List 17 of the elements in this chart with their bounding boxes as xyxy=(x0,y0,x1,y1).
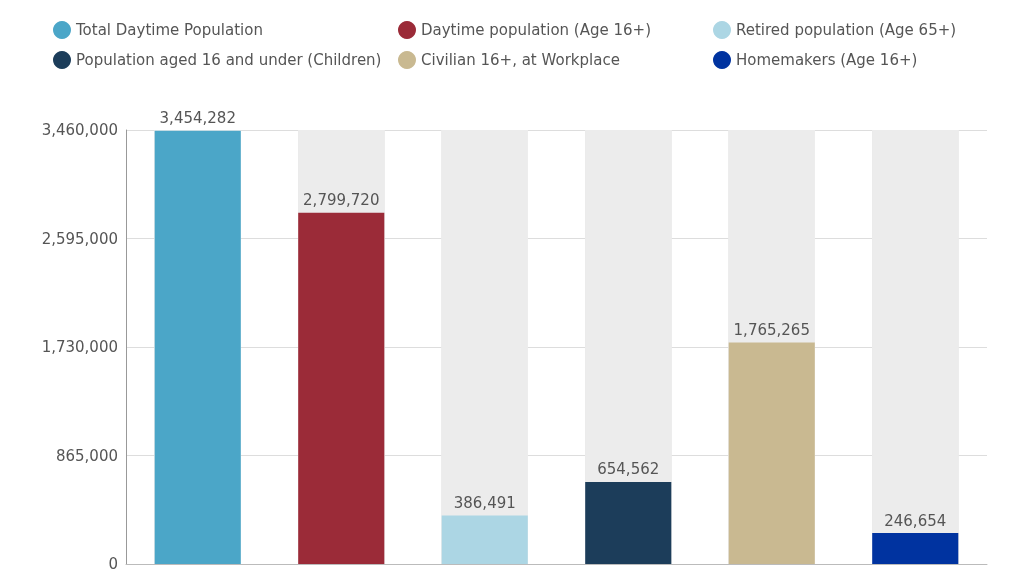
y-tick-label: 3,460,000 xyxy=(41,121,118,139)
y-tick-label: 0 xyxy=(108,555,118,573)
legend-label: Civilian 16+, at Workplace xyxy=(421,51,620,69)
legend-label: Retired population (Age 65+) xyxy=(736,21,957,39)
legend-label: Daytime population (Age 16+) xyxy=(421,21,652,39)
legend-label: Total Daytime Population xyxy=(75,21,263,39)
data-label: 386,491 xyxy=(453,494,516,513)
data-label: 2,799,720 xyxy=(303,191,380,210)
data-label: 1,765,265 xyxy=(733,321,810,340)
y-tick-label: 865,000 xyxy=(55,446,118,465)
data-label: 654,562 xyxy=(597,460,660,479)
y-tick-label: 1,730,000 xyxy=(41,338,118,356)
legend-label: Homemakers (Age 16+) xyxy=(736,51,918,69)
legend-label: Population aged 16 and under (Children) xyxy=(76,51,382,69)
y-tick-label: 2,595,000 xyxy=(41,229,118,248)
data-label: 3,454,282 xyxy=(159,109,236,128)
data-label: 246,654 xyxy=(884,511,947,530)
